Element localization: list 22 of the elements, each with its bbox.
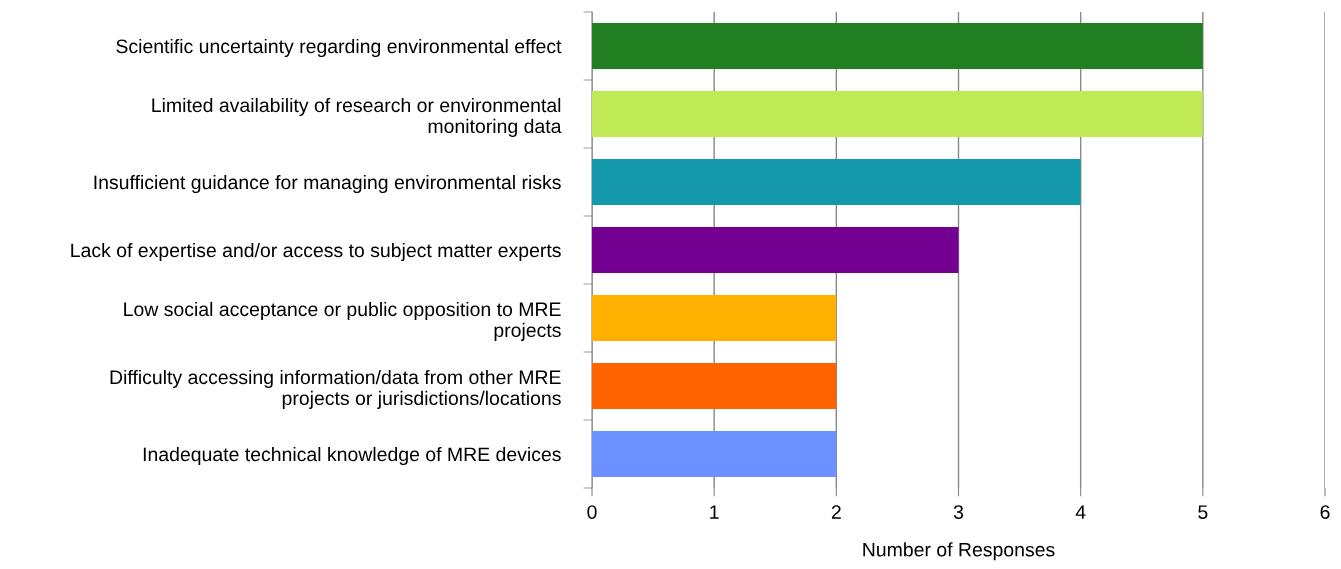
y-tick-label: Lack of expertise and/or access to subject matter experts (71, 242, 561, 262)
bar (592, 158, 1081, 206)
x-axis-title: Number of Responses (863, 542, 1055, 561)
bar (592, 90, 1203, 138)
x-tick-label: 6 (1320, 505, 1330, 519)
x-tick-label: 5 (1198, 505, 1208, 519)
x-tick-label: 2 (831, 505, 841, 519)
bar (592, 226, 959, 274)
y-tick-label: Inadequate technical knowledge of MRE devices (143, 446, 561, 466)
x-tick-label: 4 (1075, 505, 1086, 519)
y-tick-label: Low social acceptance or public opposition to MRE projects (124, 301, 561, 341)
bar (592, 22, 1203, 70)
y-tick-label: Scientific uncertainty regarding environmental effect (116, 38, 562, 58)
x-tick-label: 1 (710, 505, 719, 519)
x-tick-label: 3 (953, 505, 964, 519)
bar (592, 430, 837, 478)
bar (592, 362, 837, 410)
bar (592, 294, 837, 342)
x-tick-label: 0 (587, 505, 597, 519)
y-tick-label: Difficulty accessing information/data from other MRE projects or jurisdictions/locations (110, 369, 561, 409)
y-tick-label: Insufficient guidance for managing environmental risks (94, 174, 561, 194)
y-tick-label: Limited availability of research or environmental monitoring data (152, 97, 562, 137)
